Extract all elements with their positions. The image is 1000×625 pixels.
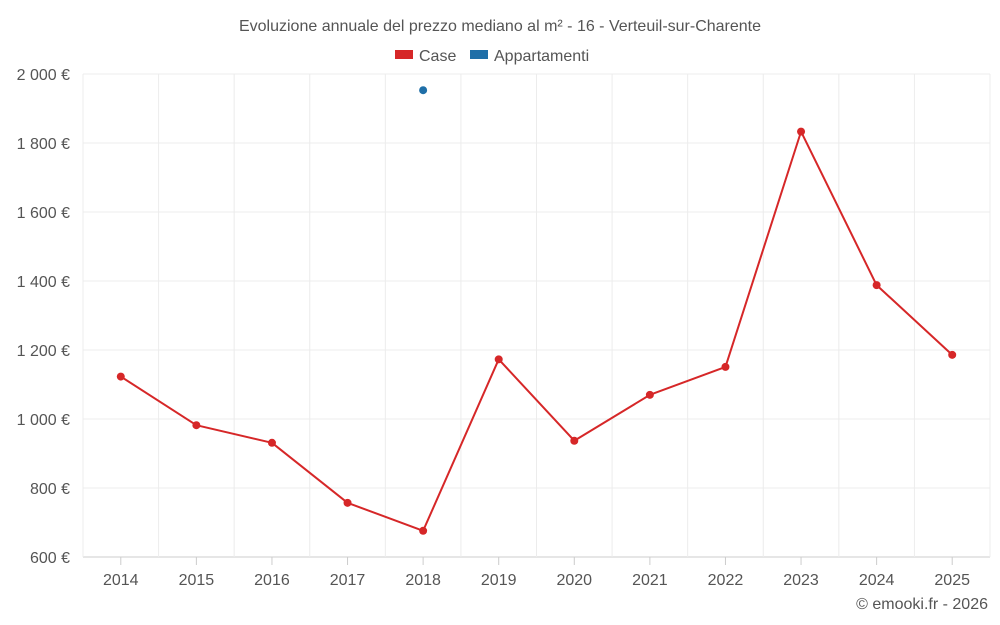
y-tick-label: 2 000 € (17, 67, 70, 84)
data-point-case-2021[interactable] (645, 390, 654, 399)
x-tick-label: 2020 (556, 572, 592, 589)
data-point-case-2020[interactable] (570, 436, 579, 445)
y-axis: 600 € 800 € 1 000 € 1 200 € 1 400 € 1 600 € 1 … (17, 67, 70, 567)
x-tick-label: 2014 (103, 572, 139, 589)
legend-item-appartamenti[interactable]: Appartamenti (470, 48, 589, 65)
legend-swatch-appartamenti (470, 50, 488, 59)
legend-item-case[interactable]: Case (395, 48, 456, 65)
x-tick-label: 2017 (330, 572, 366, 589)
x-tick-label: 2021 (632, 572, 668, 589)
legend-label-appartamenti: Appartamenti (494, 48, 589, 65)
data-point-case-2025[interactable] (948, 350, 957, 359)
data-point-case-2019[interactable] (494, 355, 503, 364)
x-tick-label: 2024 (859, 572, 895, 589)
data-point-case-2015[interactable] (192, 421, 201, 430)
data-point-case-2024[interactable] (872, 281, 881, 290)
series-line-case (120, 130, 953, 532)
data-point-case-2016[interactable] (267, 438, 276, 447)
grid (82, 73, 991, 558)
y-tick-label: 600 € (30, 550, 70, 567)
series-layer (116, 86, 957, 535)
x-tick-label: 2018 (405, 572, 441, 589)
y-tick-label: 1 200 € (17, 343, 70, 360)
data-point-case-2023[interactable] (797, 127, 806, 136)
data-point-appartamenti-2018[interactable] (419, 86, 428, 95)
chart-title: Evoluzione annuale del prezzo mediano al… (239, 18, 761, 35)
x-tick-label: 2016 (254, 572, 290, 589)
x-tick-label: 2022 (708, 572, 744, 589)
data-point-case-2018[interactable] (419, 526, 428, 535)
legend-label-case: Case (419, 48, 456, 65)
y-tick-label: 1 600 € (17, 205, 70, 222)
credit-text: © emooki.fr - 2026 (856, 596, 988, 613)
data-point-case-2014[interactable] (116, 372, 125, 381)
data-point-case-2022[interactable] (721, 362, 730, 371)
y-tick-label: 1 800 € (17, 136, 70, 153)
x-tick-label: 2023 (783, 572, 819, 589)
y-tick-label: 1 000 € (17, 412, 70, 429)
x-tick-label: 2025 (934, 572, 970, 589)
legend: Case Appartamenti (395, 48, 589, 65)
legend-swatch-case (395, 50, 413, 59)
x-tick-label: 2015 (179, 572, 215, 589)
x-axis: 2014 2015 2016 2017 2018 2019 2020 2021 2022 2023… (103, 557, 970, 589)
y-tick-label: 1 400 € (17, 274, 70, 291)
y-tick-label: 800 € (30, 481, 70, 498)
x-tick-label: 2019 (481, 572, 517, 589)
data-point-case-2017[interactable] (343, 498, 352, 507)
